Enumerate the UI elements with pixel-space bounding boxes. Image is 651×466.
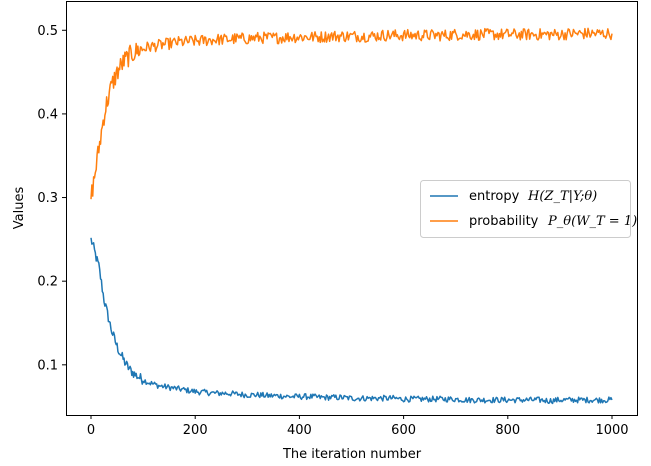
legend: entropy H(Z_T|Y;θ) probability P_θ(W_T =… <box>420 180 637 238</box>
y-tick-label: 0.2 <box>37 275 58 290</box>
y-axis-label: Values <box>12 187 27 230</box>
legend-box <box>420 180 631 238</box>
y-tick-label: 0.4 <box>37 107 58 122</box>
x-tick-label: 200 <box>183 423 208 438</box>
plot-area <box>90 27 613 405</box>
y-tick-label: 0.1 <box>37 358 58 373</box>
x-tick-label: 600 <box>391 423 416 438</box>
x-tick-label: 400 <box>287 423 312 438</box>
axis-ticks: 0 200 400 600 800 1000 0.1 0.2 0.3 0.4 0.5 <box>37 24 628 438</box>
legend-label-probability: probability <box>469 214 539 229</box>
x-tick-label: 800 <box>495 423 520 438</box>
y-tick-label: 0.5 <box>37 24 58 39</box>
legend-math-entropy: H(Z_T|Y;θ) <box>527 189 597 204</box>
x-tick-label: 1000 <box>595 423 628 438</box>
legend-math-probability: P_θ(W_T = 1) <box>547 214 637 229</box>
x-axis-label: The iteration number <box>282 447 422 462</box>
y-tick-label: 0.3 <box>37 191 58 206</box>
plot-frame <box>66 1 638 416</box>
legend-label-entropy: entropy <box>469 189 520 204</box>
series-line-entropy <box>90 237 613 405</box>
x-tick-label: 0 <box>87 423 95 438</box>
series-line-probability <box>90 27 613 200</box>
